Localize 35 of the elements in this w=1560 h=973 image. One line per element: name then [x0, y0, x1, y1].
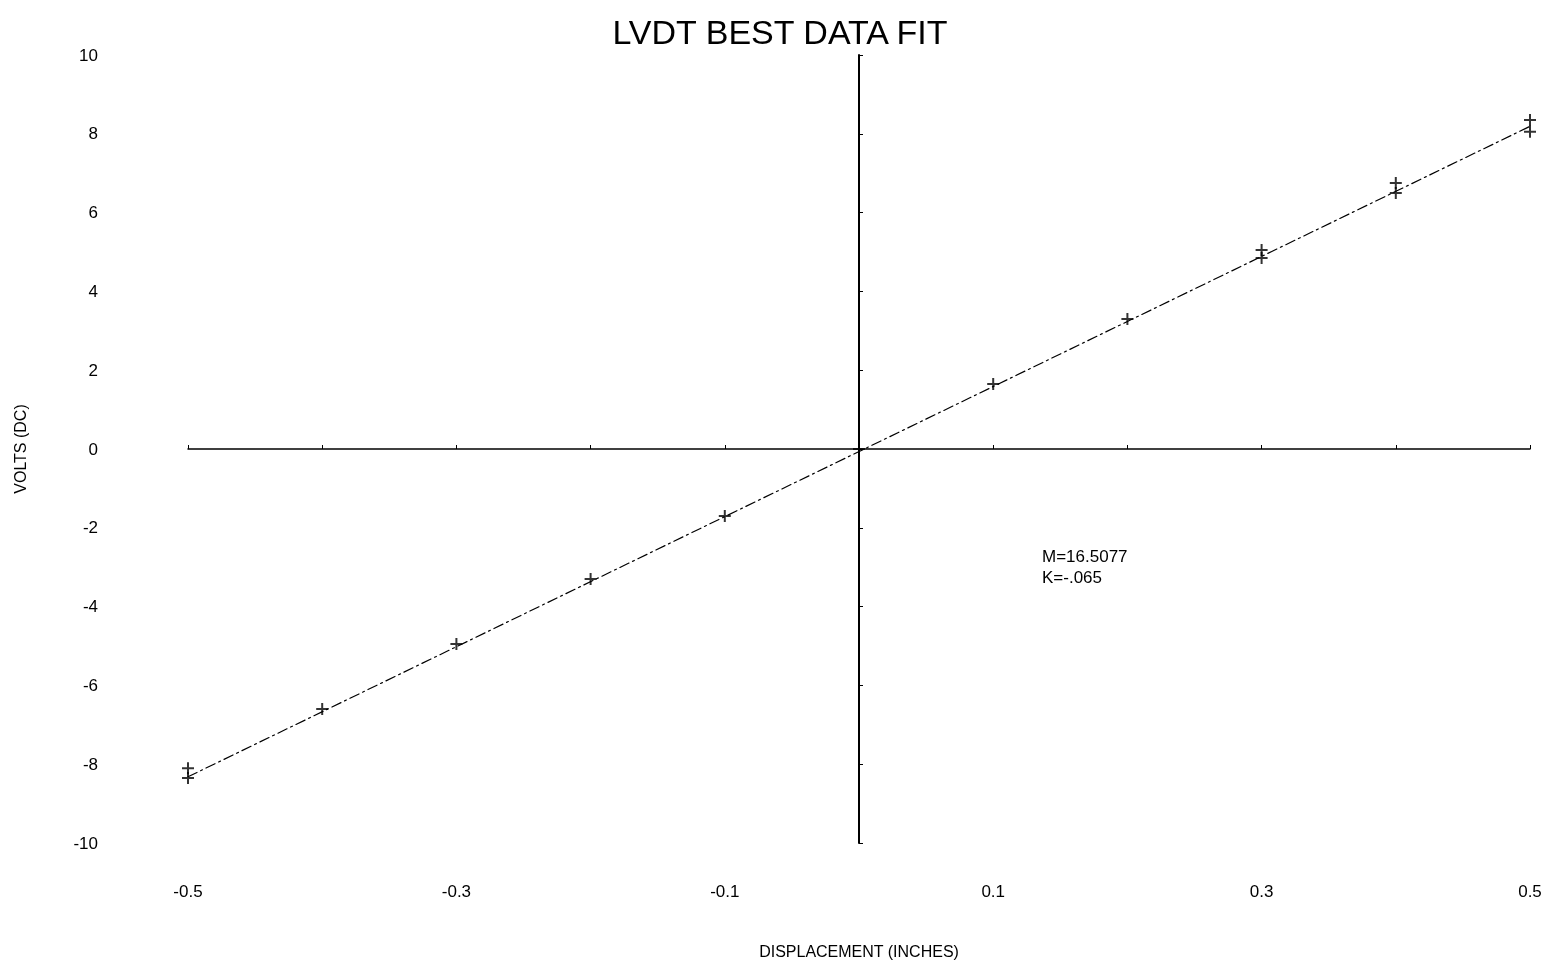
x-tick-label: -0.3	[441, 882, 472, 901]
point	[1389, 186, 1402, 199]
point	[182, 771, 194, 784]
point	[987, 377, 1000, 390]
x-tick-label: -0.5	[173, 882, 203, 901]
annotation: M=16.5077	[1042, 547, 1128, 566]
chart-title: LVDT BEST DATA FIT	[612, 13, 948, 51]
x-tick-label: 0.1	[981, 882, 1006, 901]
annotation: K=-.065	[1042, 568, 1103, 587]
point	[718, 509, 731, 522]
y-tick-label: -8	[82, 754, 98, 774]
y-tick-label: -10	[73, 833, 98, 853]
point	[1121, 312, 1134, 325]
y-tick-label: 2	[88, 360, 98, 380]
y-tick-label: 4	[88, 281, 98, 301]
point	[1524, 114, 1536, 127]
y-tick-label: -6	[82, 675, 98, 695]
y-tick-label: 10	[79, 45, 98, 65]
point	[316, 703, 329, 716]
y-tick-label: 0	[88, 439, 98, 459]
y-tick-label: -4	[82, 597, 98, 617]
point	[450, 638, 463, 651]
y-tick-label: 8	[88, 124, 98, 144]
x-axis-title: DISPLACEMENT (INCHES)	[759, 942, 959, 960]
point	[182, 762, 194, 775]
x-tick-label: -0.1	[710, 882, 740, 901]
y-axis-title: VOLTS (DC)	[11, 404, 29, 494]
x-tick-label: 0.5	[1518, 882, 1542, 901]
y-tick-label: 6	[88, 203, 98, 223]
x-tick-label: 0.3	[1249, 882, 1274, 901]
point	[1389, 177, 1402, 190]
point	[584, 573, 597, 586]
y-tick-label: -2	[82, 518, 98, 538]
point	[1524, 125, 1536, 138]
point	[1255, 251, 1268, 264]
